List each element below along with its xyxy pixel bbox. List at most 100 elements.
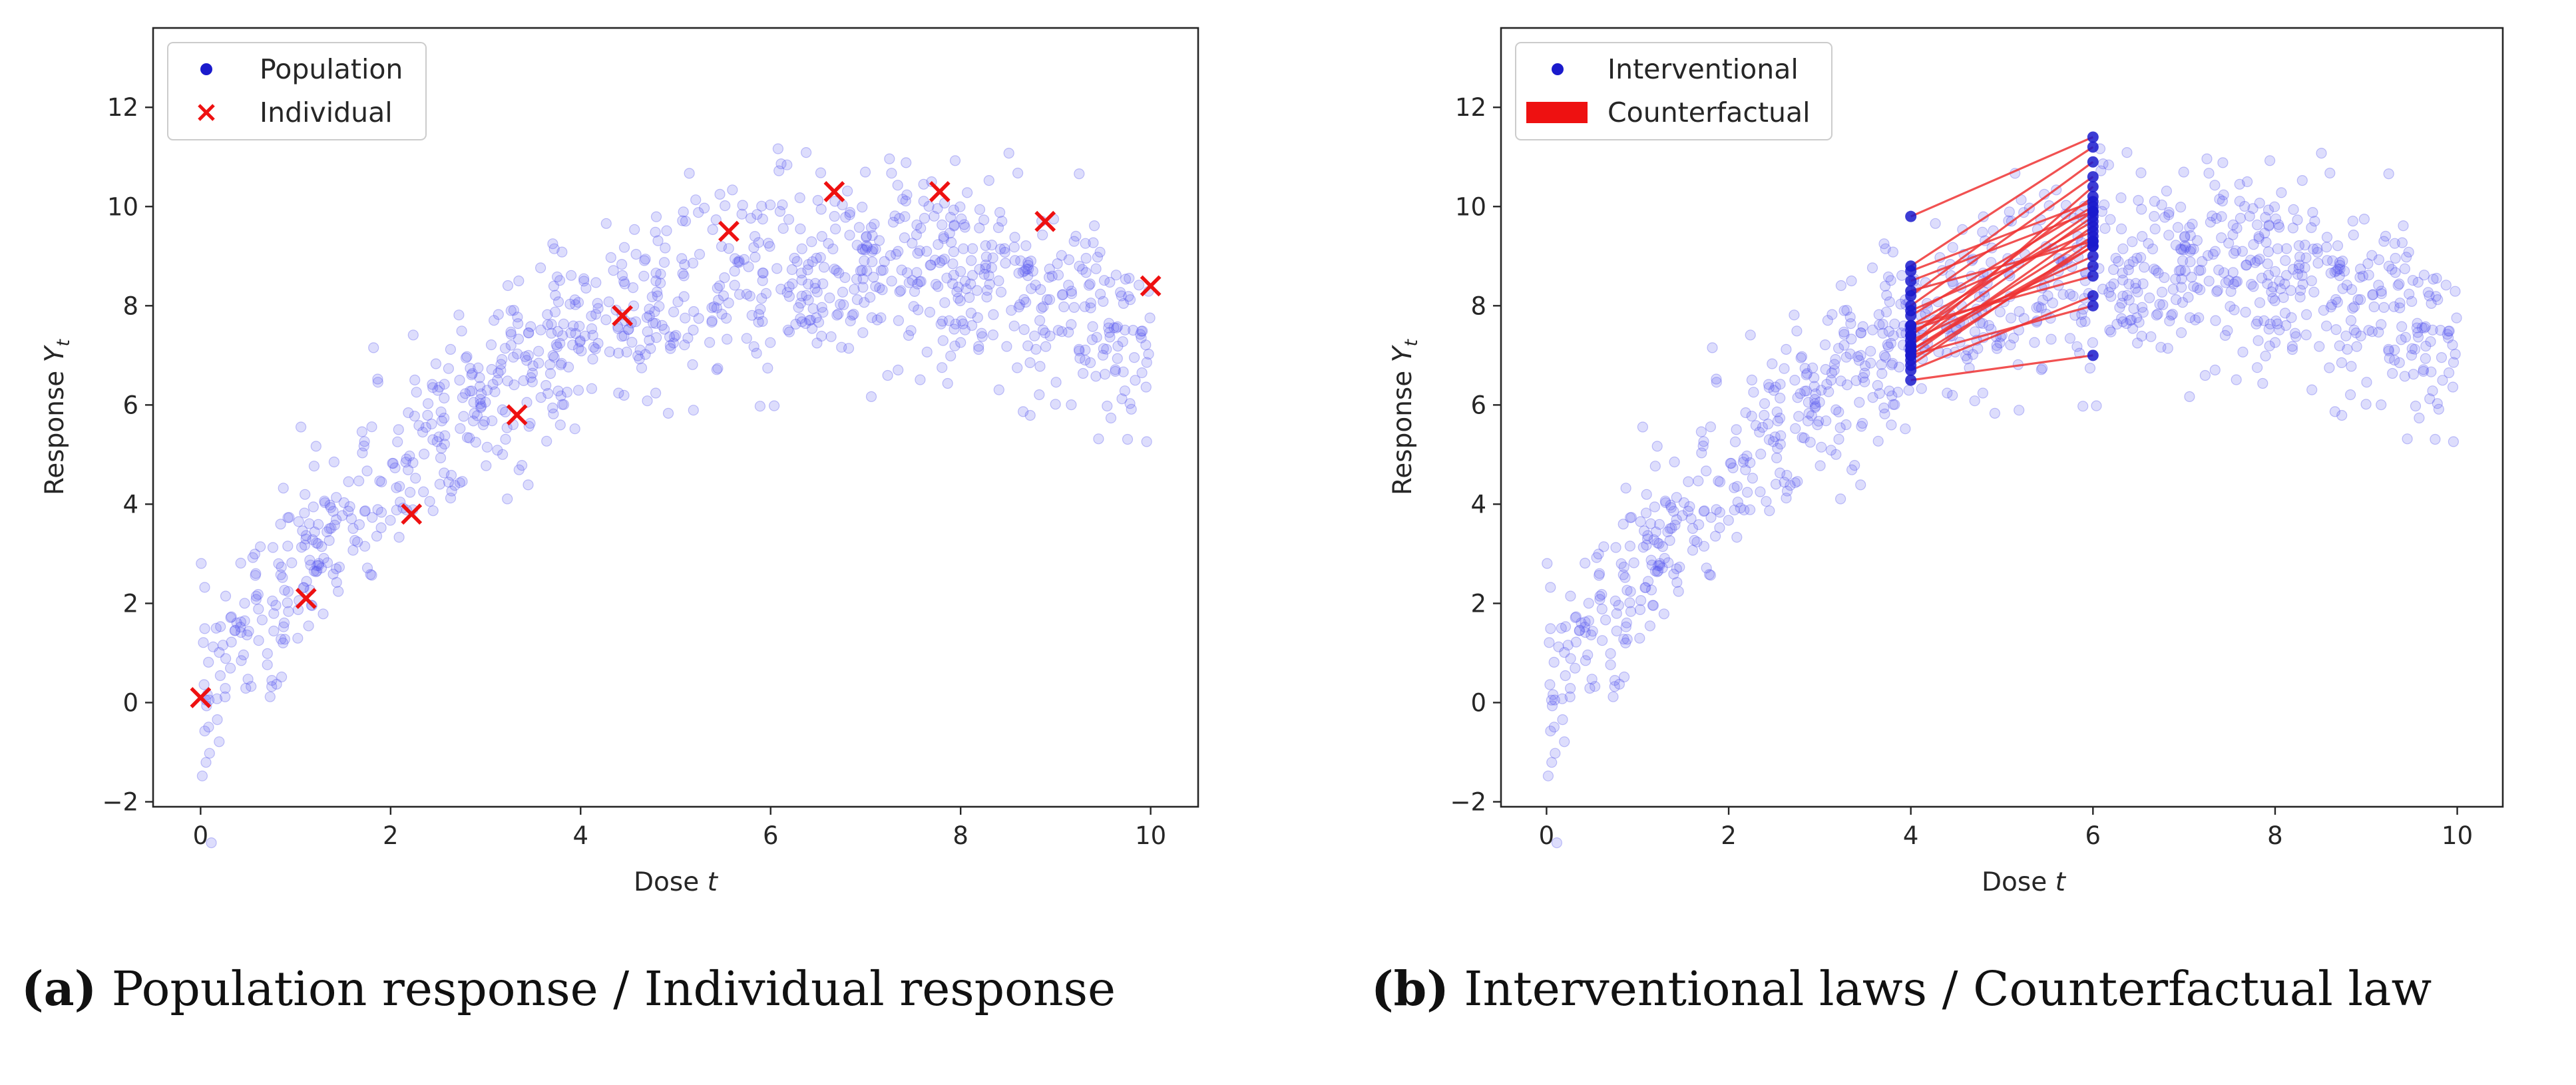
panel-a-population-point [311,537,322,548]
panel-b-population-point [2155,341,2167,353]
panel-b-y-tick-label: 2 [1470,589,1486,618]
panel-a-population-point [556,399,568,410]
panel-a-population-point [1124,294,1136,306]
panel-a-population-point [1041,294,1053,306]
panel-b-population-point [1841,379,1853,391]
panel-a-population-point [1098,343,1110,354]
panel-a-population-point [570,327,581,339]
panel-b-population-point [2290,331,2302,342]
panel-b-population-point [1705,569,1716,581]
panel-a-population-point [262,648,273,660]
panel-b-population-point [2267,293,2278,304]
panel-b-population-point [1892,386,1904,398]
panel-a-population-point [368,342,379,353]
panel-a-population-point [986,240,998,251]
panel-a-population-point [1074,353,1086,364]
panel-a-population-point [1088,220,1100,232]
panel-b-population-point [1625,586,1636,597]
panel-b-population-point [2217,157,2229,168]
panel-a-population-point [454,374,465,386]
panel-a-y-tick-label: −2 [102,788,138,817]
panel-a-population-point [793,302,804,314]
panel-a-population-point [407,457,419,469]
panel-b-population-point [2104,324,2115,335]
panel-a-population-point [907,238,918,249]
panel-b-population-point [1608,691,1619,702]
panel-b-population-point [2123,278,2135,290]
panel-b-population-point [1665,499,1676,511]
panel-b-population-point [1576,617,1587,628]
panel-b-population-point [2225,286,2237,297]
panel-b-population-point [2269,337,2281,348]
panel-b-population-point [1687,523,1699,535]
panel-a-population-point [753,316,764,327]
panel-a-population-point [385,515,396,526]
panel-b-population-point [1562,640,1574,651]
panel-a-population-point [393,531,405,543]
panel-b-population-point [2269,266,2280,277]
panel-a-population-point [316,541,327,552]
panel-a-population-point [262,659,273,670]
panel-a-population-point [372,377,383,388]
panel-a-population-point [474,372,485,383]
panel-b-population-point [2220,277,2231,288]
panel-b-interventional-points [1905,131,2099,386]
panel-a-population-point [899,211,911,222]
panel-a-population-point [1036,303,1047,314]
panel-a-population-point [424,496,435,507]
panel-a-population-point [1025,256,1037,267]
panel-a-legend-individual-marker [198,104,215,121]
panel-a-population-point [199,726,210,737]
panel-a-population-point [299,507,310,519]
panel-b-population-point [2420,340,2432,352]
panel-b-population-point [1815,460,1826,471]
panel-a-population-point [329,519,340,531]
panel-a-population-point [468,397,479,408]
panel-a-population-point [1135,329,1146,340]
panel-a-population-point [268,625,280,637]
panel-a-population-point [1144,312,1156,324]
panel-b-population-point [2114,302,2125,314]
panel-a-population-point [983,175,994,186]
panel-b-population-point [2378,236,2390,247]
panel-b-population-point [2309,216,2320,227]
panel-b-population-point [1644,620,1655,632]
panel-a-population-point [771,263,783,274]
panel-b-population-point [2252,362,2263,373]
panel-b-population-point [2178,244,2189,256]
panel-b-population-point [1814,397,1825,408]
panel-b-population-point [1605,648,1616,660]
panel-a-population-point [214,736,225,748]
panel-b-legend-box [1515,42,1832,140]
panel-a-population-point [713,294,724,306]
panel-a-population-point [613,387,624,399]
panel-a-population-point [592,298,603,309]
panel-a-population-point [547,349,558,361]
panel-b-population-point [2137,278,2149,290]
panel-a-population-point [467,367,478,379]
panel-a-population-point [1066,399,1077,411]
panel-b-population-point [1833,433,1844,445]
panel-a-population-point [811,252,822,264]
panel-b-population-point [1559,736,1570,748]
panel-b-population-point [1596,588,1608,600]
panel-b-population-point [2355,294,2366,306]
panel-a-population-point [470,437,481,448]
panel-b-population-point [2450,286,2461,297]
panel-b-population-point [2306,222,2317,234]
panel-b-population-point [1967,349,1979,360]
panel-a-legend: Population Individual [167,42,427,140]
panel-b-population-point [2424,393,2436,405]
panel-b-population-point [1867,391,1878,403]
panel-a-population-point [688,306,700,318]
panel-a-population-point [829,223,841,235]
panel-b-population-point [1664,535,1675,546]
panel-b-population-point [1729,482,1740,493]
panel-b-population-point [2410,400,2422,412]
panel-b-population-point [1886,390,1898,401]
panel-b-population-point [2036,302,2047,314]
panel-a-population-point [859,255,870,266]
panel-b-population-point [1698,541,1710,552]
panel-b-population-point [1647,600,1658,611]
